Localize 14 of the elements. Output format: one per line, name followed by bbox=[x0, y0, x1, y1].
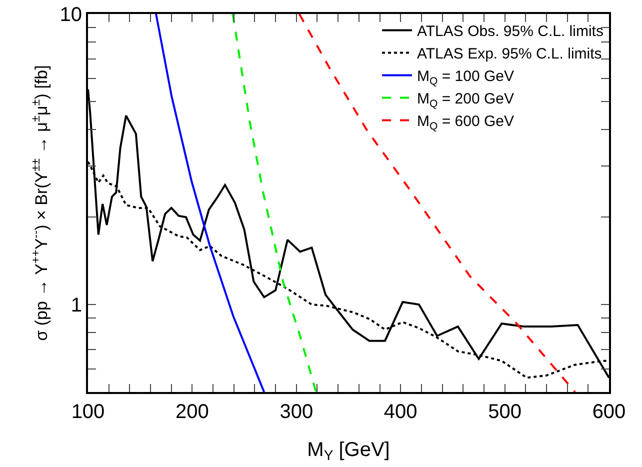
y-tick-label: 1 bbox=[70, 294, 82, 317]
legend-label: M$_{Q}$ = 600 GeV bbox=[417, 113, 514, 132]
legend-label: M$_{Q}$ = 100 GeV bbox=[417, 68, 514, 88]
x-tick-label: 100 bbox=[71, 401, 105, 423]
x-tick-label: 400 bbox=[384, 401, 418, 423]
x-tick-label: 300 bbox=[280, 401, 314, 423]
legend-label: M$_{Q}$ = 200 GeV bbox=[417, 90, 514, 110]
legend-label: ATLAS Exp. 95% C.L. limits bbox=[417, 46, 602, 63]
legend-label: ATLAS Obs. 95% C.L. limits bbox=[417, 23, 604, 40]
x-axis-title: M$_{Y}$ [GeV] bbox=[307, 439, 390, 464]
x-tick-label: 200 bbox=[176, 401, 209, 423]
x-tick-label: 500 bbox=[488, 401, 522, 423]
y-tick-label: 10 bbox=[60, 4, 82, 26]
x-tick-label: 600 bbox=[592, 401, 626, 423]
